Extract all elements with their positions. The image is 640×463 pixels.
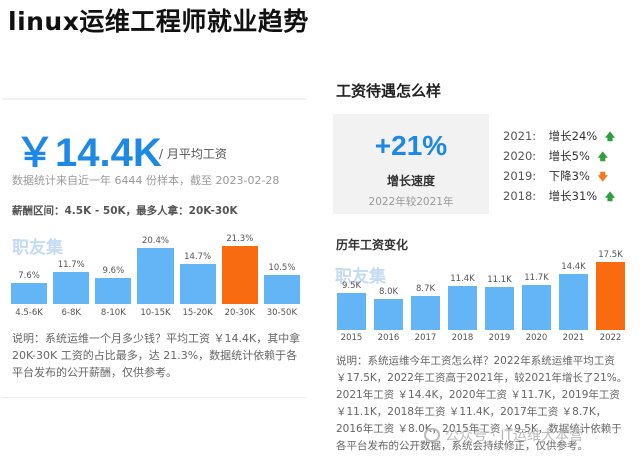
history-bar-category: 2015 bbox=[340, 333, 363, 343]
growth-compare: 2022年较2021年 bbox=[368, 196, 454, 208]
year-change-row: 2019: 下降3% 🡇 bbox=[503, 168, 615, 188]
arrow-up-icon: 🡅 bbox=[604, 192, 616, 203]
salary-range-info: 薪酬区间：4.5K - 50K，最多人拿：20K-30K bbox=[12, 205, 238, 217]
salary-distribution-chart: 7.6% 4.5-6K 11.7% 6-8K 9.6% 8-10K 20.4% 10-15K 1… bbox=[8, 230, 303, 318]
arrow-up-icon: 🡅 bbox=[597, 152, 608, 163]
watermark-logo: 职友集 bbox=[335, 267, 386, 287]
history-heading: 历年工资变化 bbox=[336, 238, 409, 252]
history-bar-category: 2021 bbox=[562, 333, 585, 343]
history-bar-value: 17.5K bbox=[598, 250, 623, 260]
year-change: 增长5% bbox=[548, 149, 590, 163]
history-bar-category: 2020 bbox=[525, 333, 548, 343]
salary-bar-value: 21.3% bbox=[226, 234, 254, 244]
salary-bar-value: 7.6% bbox=[18, 271, 40, 282]
history-bar-value: 8.0K bbox=[378, 286, 399, 297]
salary-bar bbox=[221, 246, 258, 304]
salary-bar bbox=[137, 248, 174, 304]
stats-note: 数据统计来自近一年 6444 份样本，截至 2023-02-28 bbox=[12, 174, 280, 187]
year-change-row: 2021: 增长24% 🡅 bbox=[503, 128, 615, 148]
history-bar-category: 2016 bbox=[377, 333, 400, 343]
history-bar bbox=[374, 298, 403, 330]
history-bar bbox=[596, 262, 625, 330]
year-change: 增长24% bbox=[548, 129, 598, 143]
year-change: 下降3% bbox=[548, 169, 590, 183]
salary-bar bbox=[53, 272, 90, 304]
arrow-down-icon: 🡇 bbox=[597, 172, 608, 183]
history-bar bbox=[522, 284, 551, 330]
history-bar-category: 2019 bbox=[488, 333, 511, 343]
history-bar bbox=[337, 293, 366, 330]
year-label: 2019: bbox=[503, 169, 537, 183]
salary-bar bbox=[95, 277, 132, 304]
salary-bar bbox=[263, 275, 301, 304]
history-bar-value: 8.7K bbox=[415, 284, 436, 295]
salary-bar-category: 10-15K bbox=[140, 308, 171, 318]
salary-bar-value: 20.4% bbox=[141, 236, 169, 247]
history-bar-value: 11.4K bbox=[450, 273, 475, 284]
salary-bar-category: 20-30K bbox=[224, 308, 255, 318]
year-change: 增长31% bbox=[548, 189, 598, 203]
year-label: 2018: bbox=[503, 189, 537, 203]
average-salary: ￥14.4K bbox=[15, 131, 162, 175]
salary-bar-category: 30-50K bbox=[266, 308, 298, 318]
growth-box: +21% 增长速度 2022年较2021年 bbox=[333, 114, 489, 214]
salary-bar-category: 4.5-6K bbox=[15, 308, 43, 318]
year-label: 2021: bbox=[503, 129, 537, 143]
wechat-icon bbox=[424, 428, 440, 442]
history-salary-chart: 9.5K 8.0K 8.7K 11.4K 11.1K 11.7K 14.4K 17.5K bbox=[333, 250, 629, 330]
year-change-row: 2018: 增长31% 🡅 bbox=[503, 188, 615, 208]
salary-bar-value: 10.5% bbox=[268, 263, 296, 274]
growth-label: 增长速度 bbox=[386, 174, 435, 188]
average-salary-label: / 月平均工资 bbox=[159, 147, 227, 161]
salary-bar bbox=[179, 263, 216, 304]
salary-card bbox=[2, 100, 306, 398]
salary-bar bbox=[10, 283, 48, 304]
history-bar-value: 11.1K bbox=[487, 274, 512, 285]
history-bar-value: 9.5K bbox=[341, 281, 362, 292]
history-bar-category: 2018 bbox=[451, 333, 474, 343]
history-year-axis: 2015 2016 2017 2018 2019 2020 2021 2022 bbox=[333, 333, 629, 345]
salary-bar-category: 8-10K bbox=[100, 308, 126, 318]
treatment-heading: 工资待遇怎么样 bbox=[336, 82, 442, 100]
growth-value: +21% bbox=[374, 130, 448, 161]
history-bar bbox=[448, 285, 477, 330]
salary-bar-category: 6-8K bbox=[61, 308, 81, 318]
year-label: 2020: bbox=[503, 149, 537, 163]
salary-bar-category: 15-20K bbox=[182, 308, 213, 318]
history-bar bbox=[485, 286, 514, 330]
history-bar-category: 2017 bbox=[414, 333, 437, 343]
salary-bar-value: 14.7% bbox=[184, 251, 212, 262]
year-change-list: 2021: 增长24% 🡅 2020: 增长5% 🡅 2019: 下降3% 🡇 … bbox=[503, 128, 615, 208]
salary-description: 说明：系统运维一个月多少钱？平均工资 ￥14.4K，其中拿 20K-30K 工资… bbox=[12, 332, 301, 379]
year-change-row: 2020: 增长5% 🡅 bbox=[503, 148, 615, 168]
history-bar-value: 11.7K bbox=[524, 272, 549, 283]
salary-bar-value: 11.7% bbox=[57, 260, 85, 271]
footer-watermark: 公众号 · IT运维大本营 bbox=[424, 425, 583, 445]
footer-watermark-text: 公众号 · IT运维大本营 bbox=[445, 428, 584, 444]
history-description: 说明：系统运维今年工资怎么样？2022年系统运维平均工资 ￥17.5K，2022… bbox=[336, 355, 628, 452]
history-bar-value: 14.4K bbox=[561, 262, 586, 273]
arrow-up-icon: 🡅 bbox=[604, 132, 616, 143]
salary-bar-value: 9.6% bbox=[102, 265, 125, 276]
history-bar bbox=[559, 274, 588, 330]
watermark-logo: 职友集 bbox=[12, 238, 63, 258]
page-title: linux运维工程师就业趋势 bbox=[8, 7, 309, 36]
history-bar-category: 2022 bbox=[599, 333, 622, 343]
history-bar bbox=[411, 296, 440, 330]
section-divider bbox=[2, 98, 306, 100]
